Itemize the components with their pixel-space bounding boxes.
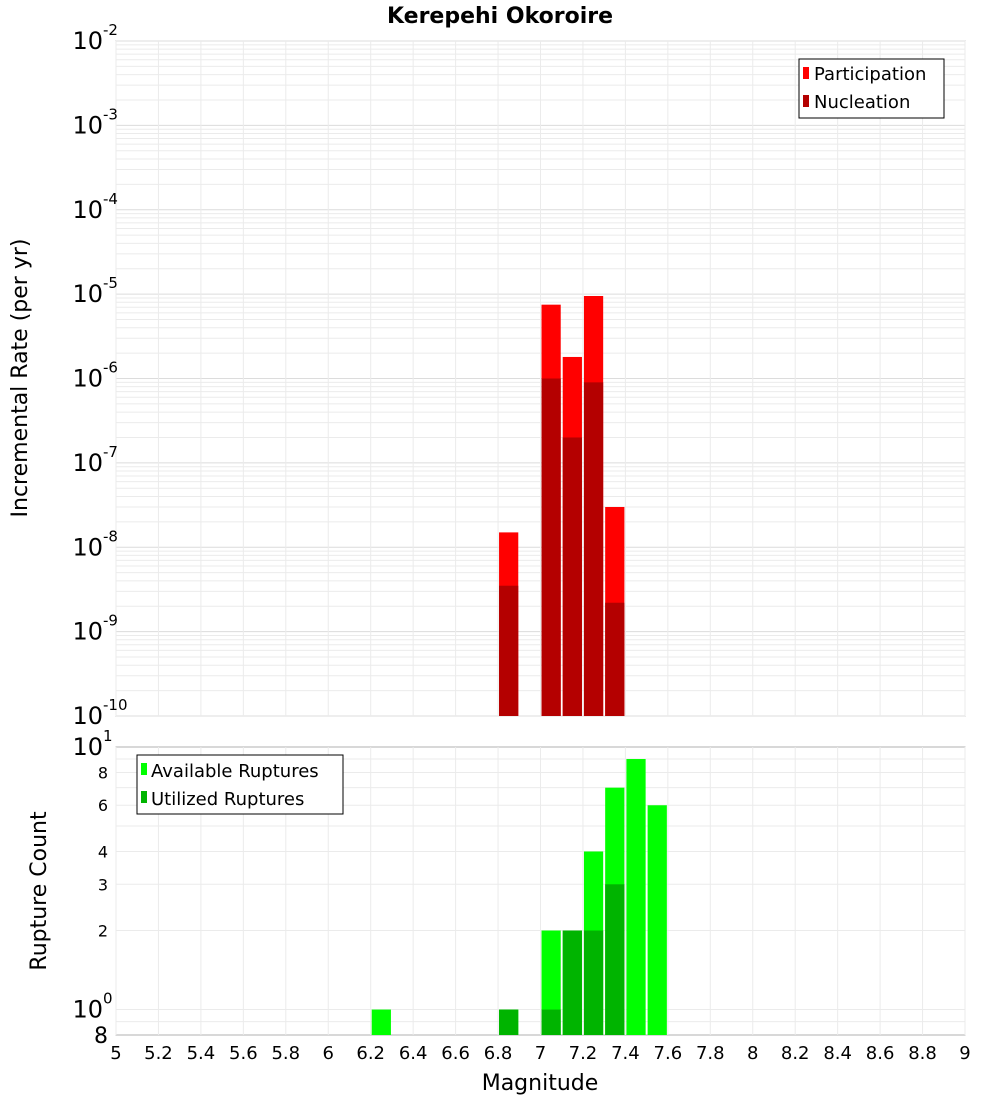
magnitude-tick-label: 5 (110, 1043, 121, 1064)
utilized-ruptures-bar (583, 930, 604, 1035)
legend-swatch-utilized (141, 791, 147, 803)
count-y-minor-tick: 3 (98, 875, 108, 894)
magnitude-tick-label: 5.8 (271, 1043, 300, 1064)
rate-y-tick-exponent: -2 (103, 21, 118, 39)
legend-swatch-participation (803, 67, 809, 79)
rate-y-tick-exponent: -8 (103, 527, 118, 545)
legend-label-available: Available Ruptures (151, 761, 319, 782)
magnitude-tick-label: 5.6 (229, 1043, 258, 1064)
rate-bars (499, 296, 625, 716)
utilized-ruptures-bar (499, 1009, 519, 1035)
chart-title: Kerepehi Okoroire (387, 4, 613, 29)
rate-y-tick-exponent: -5 (103, 274, 118, 292)
rate-y-tick-base: 10 (72, 449, 103, 477)
nucleation-bar (541, 378, 561, 716)
rate-y-tick-base: 10 (72, 618, 103, 646)
rate-y-tick-exponent: -6 (103, 359, 118, 377)
magnitude-tick-label: 6 (323, 1043, 334, 1064)
rate-y-tick-base: 10 (72, 365, 103, 393)
rate-legend: Participation Nucleation (798, 58, 945, 119)
utilized-ruptures-bar (541, 1009, 561, 1035)
x-axis-label: Magnitude (482, 1071, 599, 1096)
available-ruptures-bar (647, 805, 667, 1035)
rate-y-tick-exponent: -7 (103, 443, 118, 461)
nucleation-bar (499, 585, 519, 716)
available-ruptures-bar (626, 759, 646, 1035)
rate-y-axis-label: Incremental Rate (per yr) (8, 239, 33, 518)
rate-y-tick-base: 10 (72, 27, 103, 55)
count-bars (371, 759, 667, 1035)
magnitude-tick-label: 6.2 (356, 1043, 385, 1064)
available-ruptures-bar (541, 930, 561, 1035)
count-y-minor-tick: 8 (98, 763, 108, 782)
rate-y-tick-exponent: -10 (103, 696, 128, 714)
utilized-ruptures-bar (605, 884, 625, 1035)
count-y-tick-exponent: 1 (103, 727, 113, 745)
magnitude-tick-label: 8 (747, 1043, 758, 1064)
count-y-minor-tick: 6 (98, 796, 108, 815)
nucleation-bar (583, 382, 604, 716)
rate-y-tick-base: 10 (72, 280, 103, 308)
legend-swatch-available (141, 763, 147, 775)
magnitude-tick-label: 7.6 (654, 1043, 683, 1064)
count-y-tick-base: 10 (72, 996, 103, 1024)
legend-label-nucleation: Nucleation (814, 92, 910, 113)
rate-y-tick-base: 10 (72, 196, 103, 224)
count-legend: Available Ruptures Utilized Ruptures (136, 754, 344, 815)
available-ruptures-bar (371, 1009, 391, 1035)
nucleation-bar (605, 602, 625, 716)
legend-label-participation: Participation (814, 64, 926, 85)
magnitude-tick-label: 6.4 (399, 1043, 428, 1064)
rate-gridlines (115, 40, 966, 717)
magnitude-tick-labels: 5 5.2 5.4 5.6 5.8 6 6.2 6.4 6.6 6.8 7 7.2 7.4 7.6 7.8 8… (110, 1043, 970, 1064)
magnitude-tick-label: 7.2 (569, 1043, 598, 1064)
count-legend-box (136, 754, 344, 815)
magnitude-tick-label: 5.4 (187, 1043, 216, 1064)
magnitude-tick-label: 9 (959, 1043, 970, 1064)
rate-y-tick-base: 10 (72, 111, 103, 139)
rate-y-tick-base: 10 (72, 702, 103, 730)
magnitude-tick-label: 7.4 (611, 1043, 640, 1064)
rate-y-tick-exponent: -4 (103, 190, 118, 208)
legend-label-utilized: Utilized Ruptures (151, 789, 304, 810)
magnitude-tick-label: 8.6 (866, 1043, 895, 1064)
count-y-minor-tick: 8 (94, 1024, 108, 1049)
magnitude-tick-label: 7 (535, 1043, 546, 1064)
rate-y-tick-exponent: -9 (103, 612, 118, 630)
magnitude-tick-label: 6.6 (441, 1043, 470, 1064)
magnitude-tick-label: 6.8 (484, 1043, 513, 1064)
magnitude-tick-label: 5.2 (144, 1043, 173, 1064)
count-y-minor-tick: 2 (98, 922, 108, 941)
count-y-minor-tick: 4 (98, 842, 108, 861)
utilized-ruptures-bar (562, 930, 582, 1035)
magnitude-tick-label: 8.8 (908, 1043, 937, 1064)
legend-swatch-nucleation (803, 95, 809, 107)
count-y-tick-exponent: 0 (103, 990, 113, 1008)
magnitude-tick-label: 7.8 (696, 1043, 725, 1064)
nucleation-bar (562, 437, 582, 716)
magnitude-tick-label: 8.2 (781, 1043, 810, 1064)
rate-legend-box (798, 58, 945, 119)
count-y-axis-label: Rupture Count (27, 811, 52, 971)
magnitude-tick-label: 8.4 (823, 1043, 852, 1064)
rate-y-tick-exponent: -3 (103, 105, 118, 123)
rate-y-tick-base: 10 (72, 533, 103, 561)
count-y-tick-base: 10 (72, 733, 103, 761)
